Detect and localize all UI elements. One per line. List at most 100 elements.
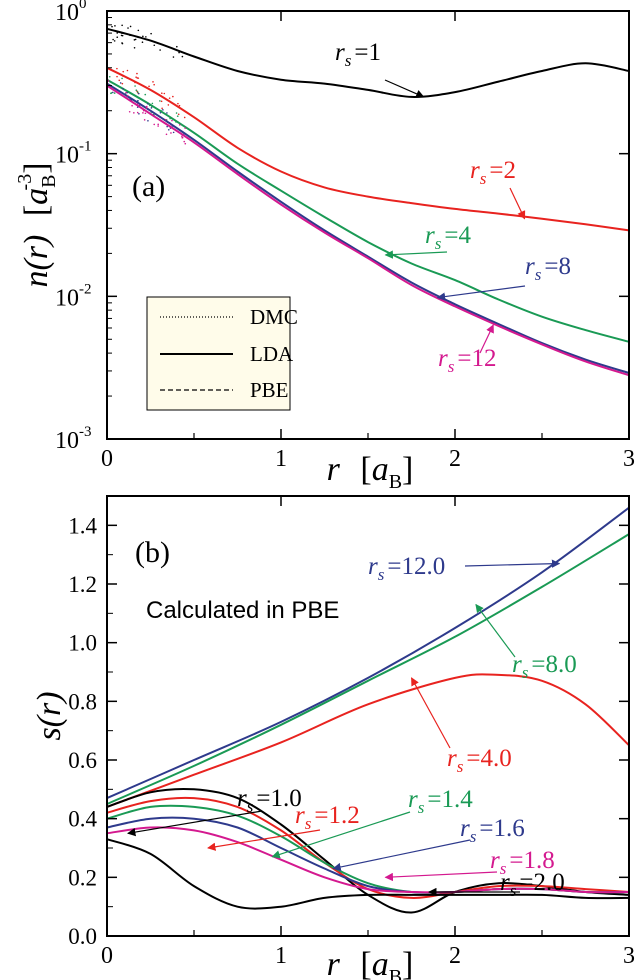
panel-b-xlabel: r [aB] <box>327 946 414 980</box>
panel-a-dmc-point <box>136 72 138 75</box>
annotation-arrow-rs=1.2 <box>207 829 321 851</box>
panel-a-xtick-label: 1 <box>275 446 287 472</box>
panel-b-xtick-label: 3 <box>623 943 635 969</box>
panel-a-dmc-point <box>177 113 180 116</box>
panel-b-series-rs=12.0 <box>106 506 630 800</box>
annotation-rs=1.4: rs =1.4 <box>408 786 473 817</box>
panel-a-dmc-point <box>160 100 163 103</box>
panel-a-dmc-point <box>161 107 163 110</box>
panel-b-ytick-label: 0.4 <box>68 807 97 832</box>
panel-a-dmc-point <box>181 136 184 139</box>
panel-a-dmc-point <box>121 32 123 35</box>
panel-a-label: (a) <box>132 170 165 203</box>
panel-a-series-rs=12 <box>106 84 630 377</box>
panel-a-dmc-point <box>176 115 179 117</box>
panel-a-dmc-point <box>178 104 181 107</box>
panel-a-dmc-point <box>162 109 164 111</box>
panel-a-ylabel: n(r) [aB-3] <box>14 162 60 287</box>
panel-a-dmc-point <box>145 105 148 108</box>
annotation-rs=2: rs =2 <box>470 157 516 188</box>
panel-a-dmc-point <box>133 39 136 41</box>
panel-a-ytick-label: 10-3 <box>55 424 92 454</box>
panel-a-annotations: rs =1 rs =2 rs =4 rs =8 rs =12 <box>335 39 571 376</box>
panel-a-dmc-point <box>184 127 186 129</box>
annotation-rs=4: rs =4 <box>425 222 471 253</box>
legend-pbe-label: PBE <box>250 378 289 402</box>
panel-a-dmc-point <box>121 77 123 80</box>
panel-a-xtick-label: 2 <box>449 446 461 472</box>
panel-b-ytick-label: 1.4 <box>68 513 97 538</box>
annotation-arrow-rs=12 <box>479 324 494 354</box>
annotation-arrow-rs=4 <box>384 250 448 259</box>
panel-a-ylabel-unit-sup: -3 <box>14 174 36 191</box>
panel-a-dmc-point <box>163 92 166 95</box>
panel-a-dmc-point <box>171 119 173 122</box>
panel-a-dmc-point <box>172 95 174 98</box>
panel-a-dmc-point <box>135 89 138 91</box>
svg-text:n(r) [aB-3]: n(r) [aB-3] <box>14 162 60 287</box>
panel-a-dmc-point <box>157 125 159 127</box>
panel-a-dmc-point <box>114 25 116 27</box>
annotation-rs=8.0: rs =8.0 <box>512 651 577 682</box>
panel-a-dmc-point <box>142 105 145 108</box>
panel-a-ylabel-unit: a <box>18 188 55 205</box>
panel-a-dmc-point <box>152 81 154 83</box>
panel-a-dmc-point <box>159 111 162 114</box>
panel-a-dmc-point <box>150 32 152 35</box>
panel-a-dmc-point <box>183 140 186 143</box>
panel-a-dmc-point <box>116 75 118 78</box>
panel-a-dmc-point <box>181 55 184 58</box>
annotation-rs=8: rs =8 <box>525 253 571 284</box>
panel-a-ytick-label: 10-1 <box>55 139 92 169</box>
panel-a-dmc-point <box>136 111 139 114</box>
panel-a-dmc-point <box>110 92 112 95</box>
panel-a-dmc-point <box>142 35 144 38</box>
panel-a-dmc-point <box>121 24 123 27</box>
panel-b-annotations: rs =12.0rs =8.0rs =4.0rs =1.0rs =1.2rs =1.4rs =… <box>127 553 577 900</box>
panel-a-dmc-point <box>153 83 155 86</box>
panel-a-dmc-point <box>136 103 139 106</box>
panel-b-label: (b) <box>135 536 170 569</box>
panel-a-dmc-point <box>153 123 156 126</box>
panel-a-ytick-label: 100 <box>55 0 87 26</box>
annotation-rs=1: rs =1 <box>335 39 381 70</box>
panel-a-dmc-point <box>134 81 136 84</box>
panel-a-dmc-point <box>129 34 131 37</box>
panel-a-xtick-label: 0 <box>101 446 113 472</box>
panel-a-dmc-point <box>148 104 151 107</box>
panel-a-dmc-point <box>169 125 172 128</box>
panel-b-ytick-label: 0.2 <box>68 865 97 890</box>
panel-a-dmc-point <box>122 87 124 90</box>
panel-a-dmc-point <box>143 119 146 121</box>
panel-a-dmc-point <box>137 29 140 32</box>
panel-a-dmc-point <box>111 25 113 28</box>
annotation-rs=12: rs =12 <box>438 345 496 376</box>
panel-a-dmc-point <box>135 76 137 78</box>
panel-a-dmc-point <box>147 103 149 105</box>
panel-a-dmc-point <box>161 92 163 95</box>
annotation-arrow-rs=8.0 <box>475 603 516 658</box>
annotation-rs=1.0: rs =1.0 <box>237 785 302 816</box>
panel-a-series-rs=1 <box>106 27 630 98</box>
annotation-arrow-rs=1.8 <box>384 871 498 882</box>
panel-a-dmc-point <box>147 119 149 122</box>
panel-a-dmc-point <box>175 121 177 123</box>
panel-a-dmc-point <box>168 121 171 124</box>
panel-a-ylabel-main: n(r) <box>18 235 55 288</box>
panel-a-dmc-point <box>178 51 180 54</box>
panel-a-series-rs=2 <box>106 66 630 232</box>
annotation-arrow-rs=12.0 <box>464 559 561 568</box>
panel-a-dmc-point <box>151 102 154 105</box>
panel-a-series-rs=8 <box>106 82 630 374</box>
panel-a-dmc-point <box>125 91 127 94</box>
panel-a-dmc-point <box>113 40 116 42</box>
panel-a-dmc-point <box>167 128 170 131</box>
panel-a-dmc-point <box>122 75 124 77</box>
panel-a-series <box>106 22 630 377</box>
panel-a-dmc-point <box>175 112 178 114</box>
panel-b-ytick-label: 1.0 <box>68 631 97 656</box>
panel-a-dmc-point <box>119 82 122 84</box>
panel-a-dmc-point <box>137 92 140 95</box>
panel-a-legend: DMC LDA PBE <box>146 296 298 411</box>
panel-a-dmc-point <box>145 107 148 109</box>
